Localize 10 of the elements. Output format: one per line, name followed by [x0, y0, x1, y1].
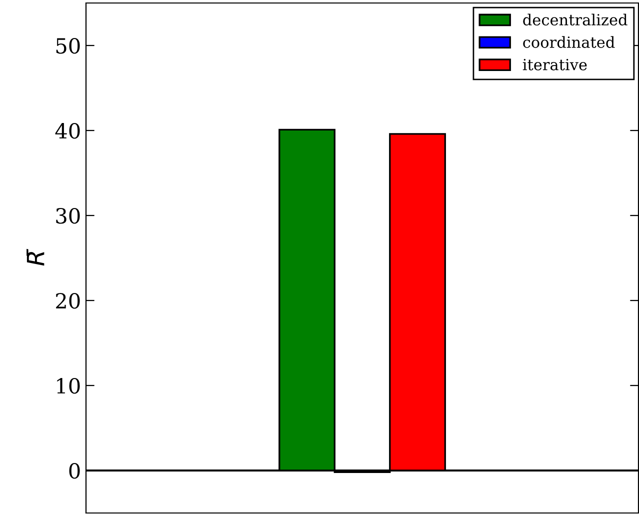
y-tick-label: 20: [56, 292, 80, 309]
y-axis-title: R̄: [26, 248, 44, 266]
legend-label: iterative: [522, 58, 587, 70]
y-tick-label: 0: [69, 462, 80, 479]
y-tick-label: 40: [55, 122, 80, 139]
y-tick-label: 50: [56, 38, 80, 54]
legend-label: decentralized: [523, 14, 628, 26]
y-tick-label: 10: [57, 378, 80, 394]
y-tick-label: 30: [56, 208, 80, 224]
legend-label: coordinated: [523, 36, 615, 48]
